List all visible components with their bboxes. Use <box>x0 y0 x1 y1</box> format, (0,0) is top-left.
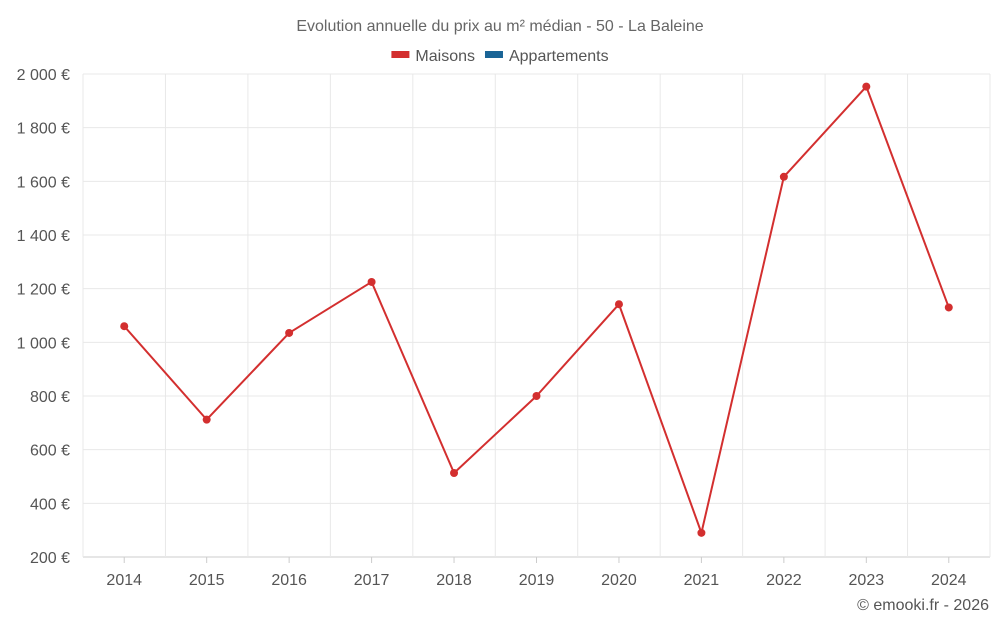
legend-label: Appartements <box>509 48 609 65</box>
y-tick-label: 200 € <box>30 550 70 567</box>
legend: Maisons Appartements <box>391 48 609 65</box>
legend-item-appartements[interactable]: Appartements <box>484 48 609 65</box>
series-layer <box>120 82 953 537</box>
legend-item-maisons[interactable]: Maisons <box>391 48 475 65</box>
legend-label: Maisons <box>415 48 475 65</box>
data-point[interactable] <box>779 172 788 181</box>
legend-swatch <box>484 51 503 58</box>
data-point[interactable] <box>862 82 871 91</box>
x-tick-label: 2019 <box>519 572 555 589</box>
data-point[interactable] <box>450 469 459 478</box>
data-point[interactable] <box>532 392 541 400</box>
data-point[interactable] <box>367 277 376 286</box>
x-tick-label: 2017 <box>354 572 390 589</box>
x-tick-label: 2022 <box>766 572 802 589</box>
data-point[interactable] <box>285 328 294 337</box>
grid <box>82 73 991 558</box>
data-point[interactable] <box>614 300 623 309</box>
credit-text: © emooki.fr - 2026 <box>857 597 989 614</box>
y-tick-label: 1 600 € <box>17 174 70 191</box>
legend-swatch <box>391 51 410 58</box>
x-tick-label: 2023 <box>849 572 885 589</box>
x-tick-label: 2018 <box>436 572 472 589</box>
data-point[interactable] <box>120 322 129 331</box>
y-tick-label: 400 € <box>30 496 70 513</box>
y-tick-label: 1 200 € <box>17 282 70 299</box>
y-tick-label: 1 800 € <box>17 121 70 138</box>
y-tick-label: 1 400 € <box>17 228 70 245</box>
chart-title: Evolution annuelle du prix au m² médian … <box>296 18 703 35</box>
y-tick-label: 600 € <box>30 443 70 460</box>
x-tick-label: 2016 <box>271 572 307 589</box>
y-tick-label: 800 € <box>30 389 70 406</box>
x-tick-label: 2021 <box>684 572 720 589</box>
x-tick-label: 2024 <box>931 572 967 589</box>
x-tick-label: 2014 <box>106 572 142 589</box>
x-tick-label: 2020 <box>601 572 637 589</box>
data-point[interactable] <box>697 528 706 537</box>
y-tick-label: 1 000 € <box>17 335 70 352</box>
y-axis: 200 € 400 € 600 € 800 € 1 000 € 1 200 € 1 400 … <box>17 67 70 567</box>
x-tick-label: 2015 <box>189 572 225 589</box>
y-tick-label: 2 000 € <box>17 67 70 84</box>
data-point[interactable] <box>944 303 953 312</box>
x-axis: 2014 2015 2016 2017 2018 2019 2020 2021 2022 2023… <box>106 557 967 589</box>
data-point[interactable] <box>202 415 211 424</box>
